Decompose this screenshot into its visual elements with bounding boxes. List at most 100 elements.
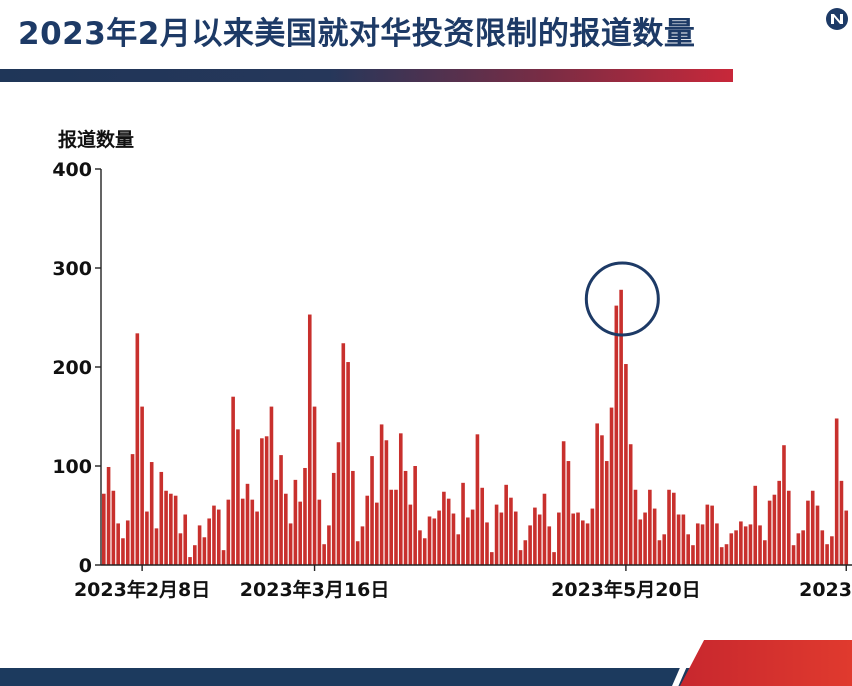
bar [834, 418, 839, 565]
bar [221, 550, 226, 565]
bar [767, 500, 772, 565]
bar [149, 462, 154, 565]
bar [600, 435, 604, 565]
bar [193, 545, 197, 565]
bar [643, 512, 647, 565]
bar [667, 489, 671, 565]
bar [336, 442, 341, 565]
bar [739, 521, 743, 565]
bar [724, 544, 729, 565]
bar [806, 500, 810, 565]
bar [719, 547, 724, 565]
bar-chart: 0 100 200 300 400 2023年2月8日 2023年3月16日 2023年5月2… [52, 159, 852, 601]
bar [413, 466, 417, 565]
bar [494, 504, 499, 565]
footer-accent [680, 640, 852, 686]
bar [533, 507, 537, 565]
x-tick-label: 2023年5月20日 [551, 578, 701, 601]
bar [466, 517, 470, 565]
bar [236, 429, 240, 565]
bar [571, 513, 576, 565]
bar [202, 537, 207, 565]
y-tick-label: 100 [52, 456, 92, 478]
bar [154, 528, 159, 565]
bar [518, 550, 523, 565]
bar [140, 406, 144, 565]
bar [331, 472, 336, 565]
bar [763, 540, 767, 565]
bar [418, 530, 422, 565]
bar [695, 523, 700, 565]
bar [772, 494, 777, 565]
bar [734, 530, 738, 565]
page-title: 2023年2月以来美国就对华投资限制的报道数量 [18, 16, 696, 52]
bar [576, 512, 580, 565]
bar [226, 499, 231, 565]
bar [581, 520, 585, 565]
bar [403, 470, 408, 565]
bar [839, 480, 844, 565]
bar [489, 552, 494, 565]
bar [743, 526, 748, 565]
bar [686, 534, 690, 565]
y-axis-label: 报道数量 [58, 129, 135, 151]
bar [748, 524, 753, 565]
bar [121, 538, 125, 565]
bar [303, 467, 307, 565]
bar [346, 362, 350, 565]
bar [825, 544, 829, 565]
bar [499, 512, 504, 565]
peak-highlight-circle [584, 261, 660, 337]
bar [624, 364, 628, 565]
bar [130, 454, 135, 565]
bar [375, 502, 379, 565]
bar [312, 406, 317, 565]
bar [442, 491, 446, 565]
bar [801, 530, 805, 565]
bar [648, 489, 652, 565]
bar [370, 456, 374, 565]
bar [585, 523, 590, 565]
bar [260, 438, 264, 565]
bar [542, 493, 547, 565]
bar [384, 440, 389, 565]
bar [652, 508, 657, 565]
bar [566, 461, 571, 565]
bar [293, 479, 298, 565]
bar [509, 497, 513, 565]
bar [164, 490, 168, 565]
bar [159, 471, 164, 565]
bar [125, 520, 130, 565]
footer-bar [0, 668, 690, 686]
x-tick-label: 2023年2月8日 [74, 578, 210, 601]
bar [729, 533, 734, 565]
bar [231, 396, 235, 565]
bar [528, 525, 532, 565]
bar [307, 314, 312, 565]
bar [394, 489, 398, 565]
logo-icon [826, 8, 848, 30]
bar [676, 514, 681, 565]
bar [288, 523, 293, 565]
bar [810, 490, 815, 565]
bar [327, 525, 331, 565]
bar [437, 510, 441, 565]
bar [705, 504, 710, 565]
bar [298, 501, 302, 565]
bar [523, 540, 528, 565]
bar [662, 534, 667, 565]
bar [422, 538, 427, 565]
bar [820, 530, 825, 565]
bar [197, 525, 202, 565]
bar [782, 445, 786, 565]
bar [557, 512, 561, 565]
bar [145, 511, 149, 565]
bar [365, 495, 370, 565]
bar [250, 499, 255, 565]
bar [398, 433, 403, 565]
bar [451, 513, 456, 565]
bar [657, 540, 662, 565]
bar [207, 518, 211, 565]
bar [470, 509, 475, 565]
bar [389, 489, 393, 565]
